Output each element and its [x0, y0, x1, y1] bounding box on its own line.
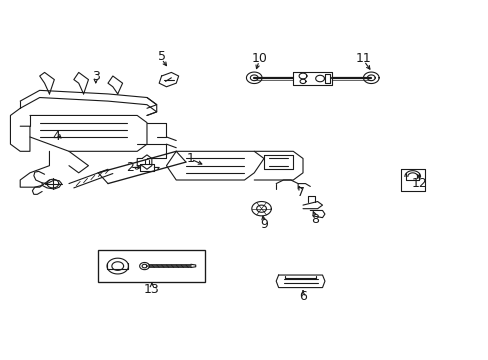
Text: 1: 1	[186, 152, 194, 165]
Text: 10: 10	[251, 51, 266, 64]
Text: 8: 8	[310, 213, 319, 226]
Text: 5: 5	[157, 50, 165, 63]
Text: 3: 3	[92, 69, 100, 82]
Text: 6: 6	[299, 290, 306, 303]
Text: 13: 13	[143, 283, 160, 296]
Bar	[98, 250, 205, 282]
Text: 2: 2	[126, 161, 134, 174]
Text: 4: 4	[53, 130, 61, 144]
Text: 12: 12	[411, 177, 427, 190]
Text: 9: 9	[260, 218, 267, 231]
Text: 11: 11	[355, 51, 371, 64]
Text: 7: 7	[296, 186, 304, 199]
